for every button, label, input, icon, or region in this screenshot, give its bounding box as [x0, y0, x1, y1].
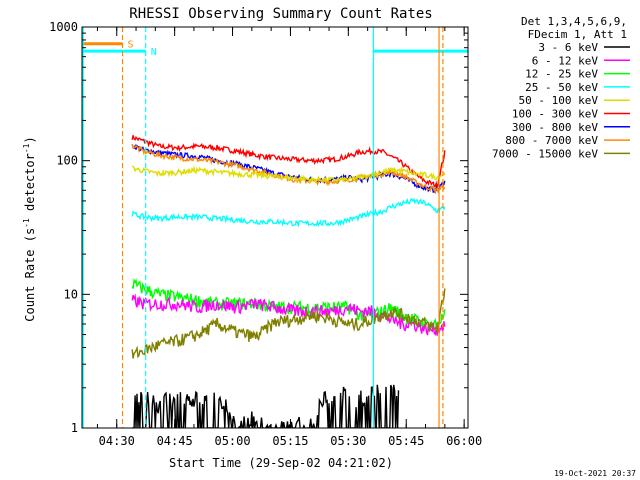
x-tick-label-0500: 05:00 [214, 434, 250, 448]
series-line-2 [131, 143, 446, 194]
y-tick-label-10: 10 [64, 287, 78, 301]
series-line-1 [131, 135, 446, 189]
x-tick-label-0545: 05:45 [388, 434, 424, 448]
x-axis-label: Start Time (29-Sep-02 04:21:02) [169, 456, 393, 470]
legend-label-1: 3 - 6 keV [538, 41, 598, 54]
legend-label-3: 12 - 25 keV [525, 68, 598, 81]
x-tick-label-0445: 04:45 [157, 434, 193, 448]
x-tick-label-0430: 04:30 [99, 434, 135, 448]
chart-title: RHESSI Observing Summary Count Rates [129, 6, 432, 22]
series-line-9 [132, 384, 400, 428]
y-axis-label: Count Rate (s-1 detector-1) [22, 136, 37, 321]
legend-label-2: 6 - 12 keV [532, 54, 599, 67]
series-line-5 [131, 197, 446, 228]
legend-label-4: 25 - 50 keV [525, 81, 598, 94]
plot-contents [82, 27, 468, 428]
legend-label-5: 50 - 100 keV [519, 94, 599, 107]
legend-label-9: 7000 - 15000 keV [492, 147, 598, 160]
legend-label-6: 100 - 300 keV [512, 108, 598, 121]
series-line-8 [131, 288, 446, 359]
axes-frame [81, 26, 469, 429]
y-axis-label-sup-2: -1 [22, 143, 31, 153]
legend-label-8: 800 - 7000 keV [505, 134, 598, 147]
y-axis-label-mid: detector [23, 153, 37, 218]
legend-header-line-1: Det 1,3,4,5,6,9, [521, 15, 627, 28]
plot-area: S N 1 10 100 1000 04:30 04:45 05:00 05:15 05:30 05:… [49, 20, 482, 448]
y-axis-label-main: Count Rate (s [23, 228, 37, 322]
marker-label-n: N [151, 47, 157, 58]
legend-label-7: 300 - 800 keV [512, 121, 598, 134]
footer-timestamp: 19-Oct-2021 20:37 [554, 469, 636, 478]
y-tick-label-1: 1 [71, 421, 78, 435]
y-tick-label-1000: 1000 [49, 20, 78, 34]
series-line-6 [131, 277, 446, 333]
x-tick-label-0600: 06:00 [446, 434, 482, 448]
y-axis-label-sup-1: -1 [22, 218, 31, 228]
series-line-4 [131, 165, 446, 185]
x-tick-label-0530: 05:30 [330, 434, 366, 448]
y-axis-label-end: ) [23, 136, 37, 143]
legend-header: Det 1,3,4,5,6,9, FDecim 1, Att 1 [521, 15, 627, 41]
x-tick-label-0515: 05:15 [272, 434, 308, 448]
marker-label-s: S [128, 40, 134, 51]
legend-header-line-2: FDecim 1, Att 1 [528, 28, 627, 41]
y-tick-label-100: 100 [56, 154, 78, 168]
